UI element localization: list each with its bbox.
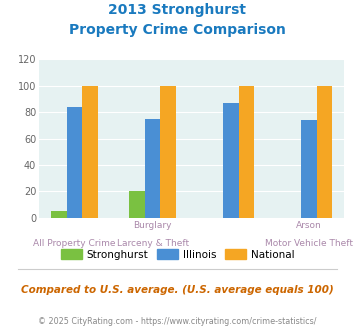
Bar — [82, 86, 98, 218]
Bar — [317, 86, 332, 218]
Bar — [160, 86, 176, 218]
Bar — [145, 119, 160, 218]
Text: © 2025 CityRating.com - https://www.cityrating.com/crime-statistics/: © 2025 CityRating.com - https://www.city… — [38, 317, 317, 326]
Text: Larceny & Theft: Larceny & Theft — [116, 239, 189, 248]
Text: 2013 Stronghurst: 2013 Stronghurst — [109, 3, 246, 17]
Text: Arson: Arson — [296, 221, 322, 230]
Text: Burglary: Burglary — [133, 221, 172, 230]
Text: Compared to U.S. average. (U.S. average equals 100): Compared to U.S. average. (U.S. average … — [21, 285, 334, 295]
Bar — [129, 191, 145, 218]
Bar — [51, 211, 67, 218]
Bar — [223, 103, 239, 218]
Legend: Stronghurst, Illinois, National: Stronghurst, Illinois, National — [56, 245, 299, 264]
Bar — [67, 107, 82, 218]
Text: All Property Crime: All Property Crime — [33, 239, 116, 248]
Text: Motor Vehicle Theft: Motor Vehicle Theft — [265, 239, 353, 248]
Bar — [301, 120, 317, 218]
Text: Property Crime Comparison: Property Crime Comparison — [69, 23, 286, 37]
Bar — [239, 86, 254, 218]
